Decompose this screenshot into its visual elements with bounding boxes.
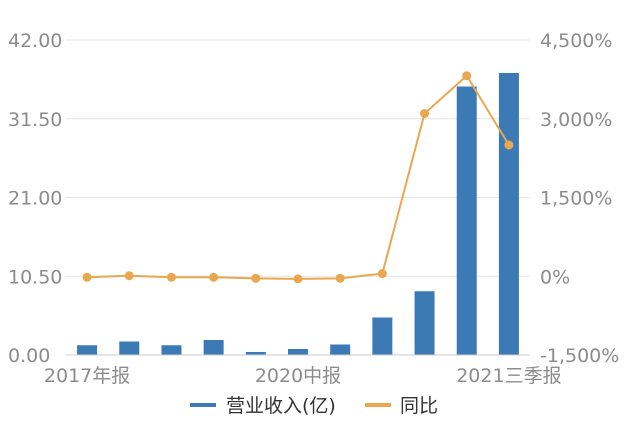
point-yoy[interactable] bbox=[82, 272, 92, 282]
bar-revenue[interactable] bbox=[119, 341, 140, 356]
bar-revenue[interactable] bbox=[330, 344, 351, 356]
legend-item-revenue[interactable]: 营业收入(亿) bbox=[190, 395, 336, 417]
left-tick-label: 10.50 bbox=[8, 266, 62, 288]
left-tick-label: 21.00 bbox=[8, 188, 62, 210]
left-tick-label: 0.00 bbox=[8, 345, 50, 367]
bar-revenue[interactable] bbox=[203, 340, 224, 355]
point-yoy[interactable] bbox=[377, 269, 387, 279]
point-yoy[interactable] bbox=[209, 272, 219, 282]
bar-revenue[interactable] bbox=[498, 73, 519, 355]
left-axis: 42.00 31.50 21.00 10.50 0.00 bbox=[8, 30, 62, 367]
bar-revenue[interactable] bbox=[77, 345, 98, 355]
right-tick-label: 1,500% bbox=[540, 188, 612, 210]
right-axis: 4,500% 3,000% 1,500% 0% -1,500% bbox=[540, 30, 619, 367]
right-tick-label: 4,500% bbox=[540, 30, 612, 52]
point-yoy[interactable] bbox=[504, 140, 514, 150]
point-yoy[interactable] bbox=[420, 109, 430, 118]
point-yoy[interactable] bbox=[335, 273, 345, 283]
bar-revenue[interactable] bbox=[288, 349, 308, 355]
point-yoy[interactable] bbox=[166, 272, 176, 282]
legend-label-revenue: 营业收入(亿) bbox=[226, 395, 336, 417]
right-tick-label: 0% bbox=[540, 266, 570, 288]
point-yoy[interactable] bbox=[124, 271, 134, 281]
x-tick-label: 2020中报 bbox=[255, 365, 341, 387]
line-yoy bbox=[87, 74, 510, 280]
point-yoy[interactable] bbox=[251, 273, 261, 283]
bar-revenue[interactable] bbox=[372, 317, 393, 356]
legend-label-yoy: 同比 bbox=[400, 395, 438, 417]
left-tick-label: 42.00 bbox=[8, 30, 62, 52]
legend: 营业收入(亿) 同比 bbox=[190, 395, 438, 417]
bar-series bbox=[77, 73, 519, 355]
point-yoy[interactable] bbox=[462, 71, 472, 81]
bar-revenue[interactable] bbox=[456, 86, 477, 356]
left-tick-label: 31.50 bbox=[8, 109, 62, 131]
bar-revenue[interactable] bbox=[245, 352, 266, 355]
x-axis: 2017年报 2020中报 2021三季报 bbox=[44, 354, 562, 387]
line-series bbox=[82, 71, 514, 284]
legend-item-yoy[interactable]: 同比 bbox=[365, 395, 438, 417]
bar-revenue[interactable] bbox=[161, 345, 182, 355]
x-tick-label: 2017年报 bbox=[44, 365, 130, 387]
point-yoy[interactable] bbox=[293, 274, 303, 284]
right-tick-label: 3,000% bbox=[540, 109, 612, 131]
right-tick-label: -1,500% bbox=[540, 345, 619, 367]
bar-revenue[interactable] bbox=[414, 291, 435, 355]
x-tick-label: 2021三季报 bbox=[456, 365, 561, 387]
